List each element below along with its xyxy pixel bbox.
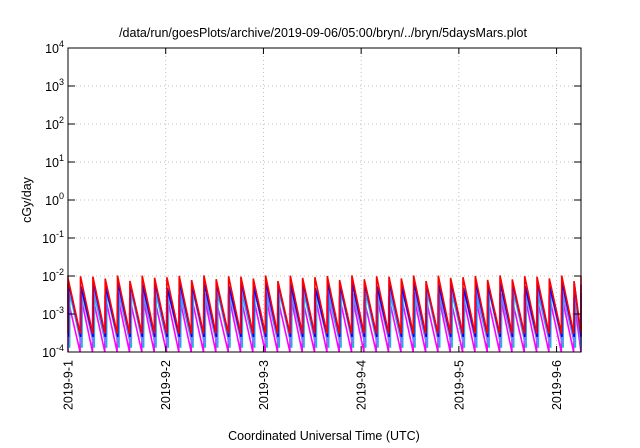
x-tick-label: 2019-9-3: [257, 360, 271, 410]
grid: [68, 48, 581, 352]
y-tick-label: 10-3: [42, 305, 64, 322]
x-tick-label: 2019-9-2: [159, 360, 173, 410]
x-tick-label: 2019-9-6: [550, 360, 564, 410]
chart-title: /data/run/goesPlots/archive/2019-09-06/0…: [119, 26, 527, 40]
x-tick-label: 2019-9-5: [452, 360, 466, 410]
axes: [67, 47, 582, 353]
tick-labels: 2019-9-1 2019-9-2 2019-9-3 2019-9-4 2019-9-5…: [42, 39, 564, 410]
y-tick-label: 10-4: [42, 343, 64, 360]
series-lines: [67, 275, 582, 353]
x-axis-label: Coordinated Universal Time (UTC): [228, 429, 420, 443]
y-tick-label: 103: [45, 77, 64, 94]
y-tick-label: 100: [45, 191, 64, 208]
y-axis-label: cGy/day: [20, 176, 34, 223]
plot-frame: [67, 47, 582, 353]
y-tick-label: 101: [45, 153, 64, 170]
y-tick-label: 104: [45, 39, 64, 56]
y-tick-label: 10-1: [42, 229, 64, 246]
series-line: [67, 275, 582, 335]
y-tick-label: 10-2: [42, 267, 64, 284]
x-tick-label: 2019-9-1: [62, 360, 76, 410]
x-tick-label: 2019-9-4: [355, 360, 369, 410]
y-tick-label: 102: [45, 115, 64, 132]
